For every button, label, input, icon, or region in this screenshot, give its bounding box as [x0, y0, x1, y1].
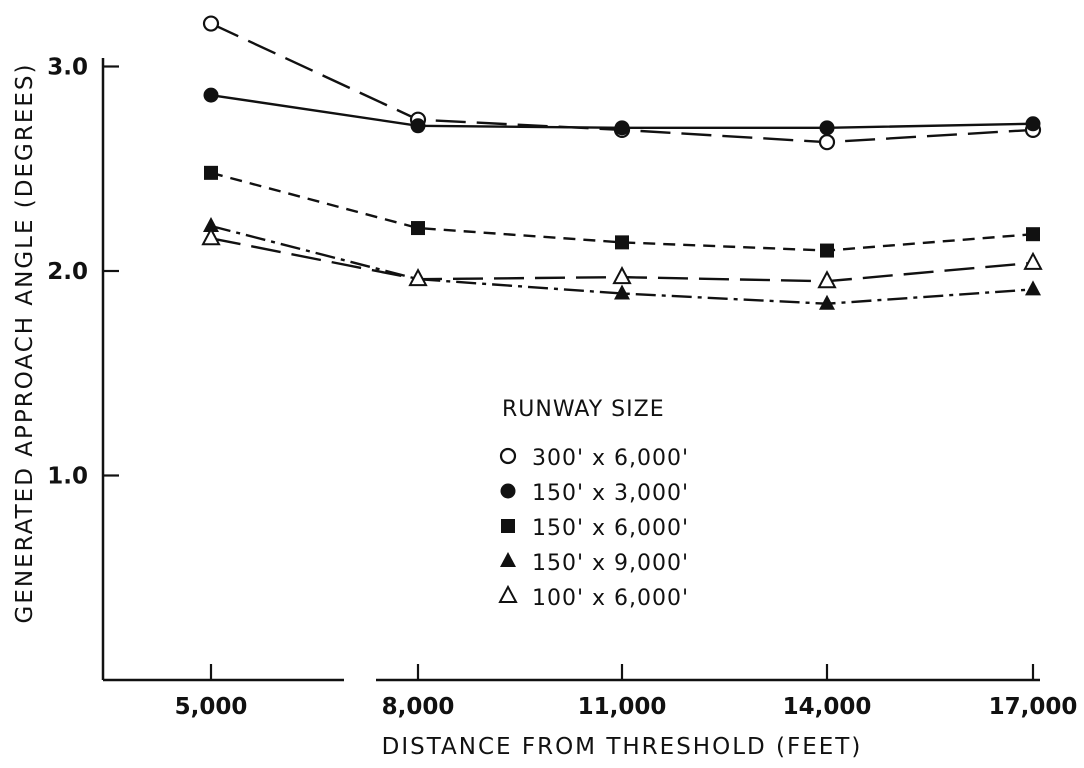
- legend-marker: [499, 447, 517, 465]
- series: [203, 217, 1041, 310]
- data-point: [819, 294, 835, 310]
- legend-entries: 300' x 6,000' 150' x 3,000' 150' x 6,000' 1…: [498, 446, 689, 611]
- legend-entry-label: 300' x 6,000': [532, 446, 689, 471]
- data-point: [410, 118, 426, 134]
- data-point: [1023, 251, 1043, 270]
- x-tick-label: 5,000: [175, 694, 248, 720]
- legend-entry-label: 150' x 9,000': [532, 551, 689, 576]
- series: [201, 227, 1043, 289]
- axes: [101, 58, 1040, 682]
- y-axis-title: GENERATED APPROACH ANGLE (DEGREES): [12, 63, 38, 624]
- legend-marker: [501, 519, 515, 533]
- data-point: [202, 15, 220, 32]
- legend-title: RUNWAY SIZE: [502, 397, 665, 422]
- series-line: [210, 171, 1034, 252]
- legend-entry-label: 100' x 6,000': [532, 586, 689, 611]
- x-tick-label: 11,000: [578, 694, 667, 720]
- legend-marker: [498, 584, 518, 603]
- data-point: [1025, 116, 1041, 132]
- y-tick-label: 2.0: [47, 259, 88, 285]
- legend-marker: [500, 483, 516, 499]
- data-point: [201, 227, 221, 246]
- x-tick-label: 14,000: [783, 694, 872, 720]
- data-point: [818, 134, 836, 151]
- data-point: [819, 120, 835, 136]
- x-axis-title: DISTANCE FROM THRESHOLD (FEET): [382, 734, 863, 760]
- data-point: [614, 284, 630, 300]
- ticks: 5,000 8,000 11,000 14,000 17,000 1.0 2.0 3.0: [47, 55, 1077, 721]
- data-point: [614, 120, 630, 136]
- series-line: [210, 224, 1034, 305]
- legend-entry-label: 150' x 6,000': [532, 516, 689, 541]
- data-point: [203, 217, 219, 233]
- data-point: [408, 268, 428, 287]
- data-point: [203, 87, 219, 103]
- data-point: [1025, 280, 1041, 296]
- data-point: [612, 266, 632, 285]
- data-point: [615, 235, 629, 250]
- data-point: [817, 270, 837, 289]
- y-tick-label: 3.0: [47, 55, 88, 81]
- data-point: [411, 221, 425, 236]
- y-tick-label: 1.0: [47, 464, 88, 490]
- series-layer: [201, 15, 1043, 310]
- x-tick-label: 17,000: [989, 694, 1078, 720]
- legend-entry-label: 150' x 3,000': [532, 481, 689, 506]
- data-point: [1026, 227, 1040, 242]
- x-tick-label: 8,000: [382, 694, 455, 720]
- series: [203, 87, 1041, 136]
- data-point: [204, 165, 218, 180]
- series: [204, 165, 1040, 258]
- legend: RUNWAY SIZE 300' x 6,000' 150' x 3,000' 15…: [498, 397, 689, 611]
- legend-marker: [500, 552, 516, 567]
- data-point: [820, 243, 834, 258]
